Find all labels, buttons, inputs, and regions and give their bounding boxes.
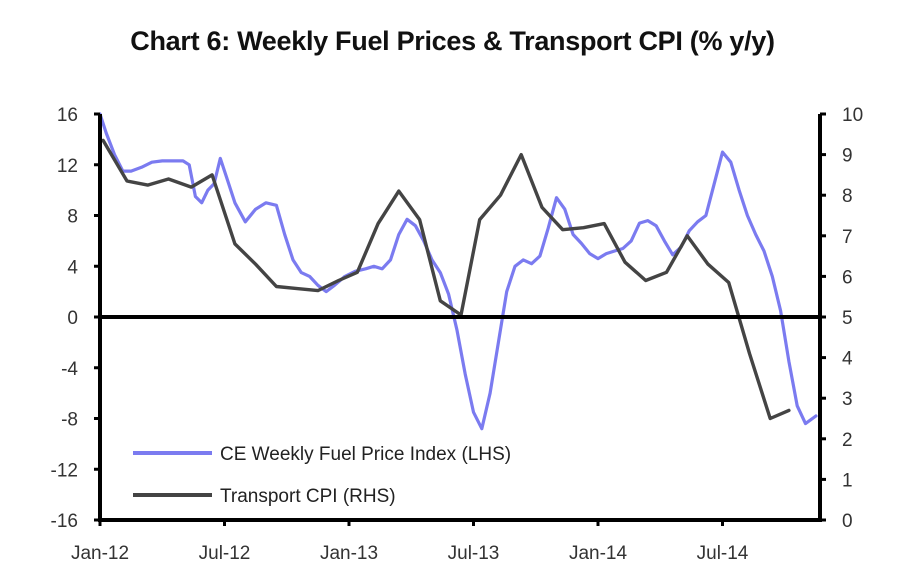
y-right-tick-label: 6 — [842, 267, 853, 288]
y-right-tick-label: 5 — [842, 308, 853, 329]
x-tick-label: Jan-13 — [320, 543, 378, 564]
x-tick-label: Jan-12 — [71, 543, 129, 564]
y-left-tick-label: -12 — [51, 460, 78, 481]
y-right-tick-label: 3 — [842, 389, 853, 410]
y-right-tick-label: 1 — [842, 470, 853, 491]
y-left-tick-label: 0 — [67, 308, 78, 329]
series-layer — [98, 112, 818, 431]
y-left-tick-label: 16 — [57, 105, 78, 126]
y-right-tick-label: 7 — [842, 227, 853, 248]
y-right-tick-label: 9 — [842, 146, 853, 167]
x-tick-label: Jul-14 — [697, 543, 749, 564]
y-right-tick-label: 8 — [842, 186, 853, 207]
y-left-tick-label: -4 — [61, 359, 78, 380]
legend: CE Weekly Fuel Price Index (LHS) Transpo… — [133, 444, 511, 507]
x-tick-label: Jul-12 — [199, 543, 251, 564]
y-left-tick-label: 8 — [67, 207, 78, 228]
y-left-tick-label: 12 — [57, 156, 78, 177]
series-line-fuel-price — [98, 112, 818, 431]
y-right-tick-label: 4 — [842, 349, 853, 370]
legend-label-cpi: Transport CPI (RHS) — [220, 486, 396, 507]
series-line-transport-cpi — [101, 138, 791, 421]
x-tick-label: Jul-13 — [448, 543, 500, 564]
chart-title: Chart 6: Weekly Fuel Prices & Transport … — [130, 26, 775, 56]
y-left-tick-label: 4 — [67, 257, 78, 278]
y-right-tick-label: 10 — [842, 105, 863, 126]
y-left-tick-label: -16 — [51, 511, 78, 532]
legend-label-fuel: CE Weekly Fuel Price Index (LHS) — [220, 444, 511, 465]
x-tick-label: Jan-14 — [569, 543, 628, 564]
y-left-tick-label: -8 — [61, 410, 78, 431]
y-right-tick-label: 0 — [842, 511, 853, 532]
y-right-tick-label: 2 — [842, 430, 853, 451]
